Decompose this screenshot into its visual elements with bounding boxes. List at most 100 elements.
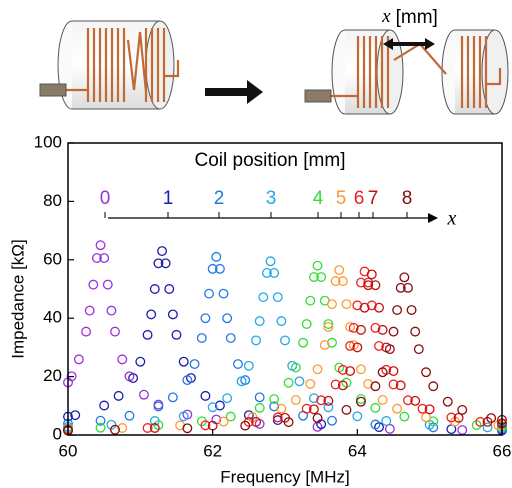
data-point [272,412,283,423]
data-point [403,395,413,406]
data-point [84,305,95,316]
data-point [142,329,153,340]
data-point [214,400,225,411]
gap-unit: [mm] [396,7,438,28]
data-point [341,299,352,310]
data-point [388,326,399,337]
data-point [182,375,193,386]
data-point [204,288,215,299]
data-point [225,411,236,422]
data-point [265,256,276,267]
gap-label: x [mm] [381,6,438,28]
data-point [211,251,222,262]
data-point [95,415,106,426]
data-point [486,413,497,424]
data-point [207,402,218,413]
data-point [196,333,207,344]
data-point [95,240,106,251]
data-point [298,337,309,348]
legend-axis-arrow [428,213,438,223]
data-point [410,326,421,337]
data-point [366,300,377,311]
data-point [356,396,366,407]
data-point [225,333,236,344]
series [63,272,507,436]
data-point [153,258,164,269]
plot-frame [67,142,503,436]
legend-label: 7 [368,188,379,209]
transition-arrow [205,80,263,104]
data-point [290,362,301,373]
data-point [294,376,305,387]
data-point [413,344,424,355]
data-point [110,424,120,435]
data-point [269,267,280,278]
data-point [102,279,113,290]
data-point [421,367,432,378]
data-point [316,272,327,282]
data-point [363,378,374,389]
legend-label: 1 [163,188,174,209]
data-point [410,395,421,406]
data-point [334,265,345,275]
data-point [301,319,312,329]
data-point [95,422,106,433]
data-point [352,342,363,353]
data-point [222,393,233,404]
data-point [370,280,381,291]
data-point [171,329,182,340]
data-point [207,263,218,274]
data-point [308,393,319,404]
data-point [305,378,316,389]
legend-axis-symbol: x [447,208,457,230]
x-tick-label: 64 [348,441,367,460]
data-point [280,335,290,346]
data-point [316,395,327,406]
data-point [157,246,167,256]
series [63,246,507,435]
data-point [428,381,439,392]
data-point [384,344,395,355]
data-point [377,367,388,378]
data-point [319,340,330,351]
legend-label: 0 [100,188,111,209]
series [63,266,507,435]
data-point [352,411,363,422]
data-point [138,389,149,400]
data-point [399,272,410,283]
legend-title: Coil position [mm] [195,150,346,171]
legend-label: 4 [313,188,324,209]
data-point [359,302,370,313]
data-point [70,410,81,421]
data-point [189,359,200,369]
series [63,265,504,435]
data-point [243,360,254,371]
coil-illustration-left [39,20,180,110]
data-point [388,379,399,390]
y-tick-label: 60 [43,249,62,268]
data-point [269,394,280,405]
data-point [457,404,468,415]
data-point [482,422,493,433]
data-point [236,376,247,387]
data-point [356,324,366,335]
data-point [323,322,334,332]
data-point [352,300,363,311]
data-point [327,415,337,426]
data-point [475,416,486,427]
data-point [200,390,211,401]
data-point [356,394,366,405]
data-point [312,413,323,424]
y-tick-label: 0 [53,424,62,443]
data-point [106,305,117,316]
data-point [117,354,128,365]
data-point [323,319,334,329]
data-point [251,416,262,427]
data-point [124,410,135,421]
data-point [276,403,287,414]
data-point [218,288,229,299]
data-point [283,417,294,428]
x-tick-label: 60 [59,441,78,460]
data-point [254,402,265,413]
